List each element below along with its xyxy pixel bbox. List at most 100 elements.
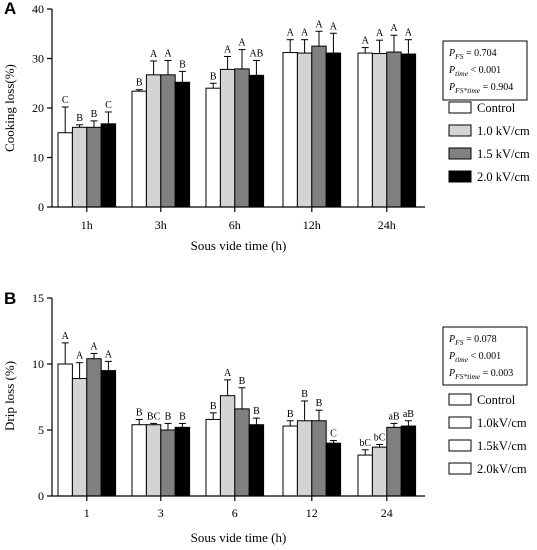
significance-label: bC <box>374 433 386 444</box>
bar <box>100 370 117 497</box>
significance-label: A <box>62 331 70 342</box>
legend-swatch <box>448 462 472 475</box>
bar <box>248 424 265 497</box>
legend-swatch <box>448 124 472 137</box>
significance-label: bC <box>359 438 371 449</box>
significance-label: A <box>301 28 309 39</box>
legend-label: 1.0 kV/cm <box>477 124 530 138</box>
y-tick-label: 0 <box>38 489 44 503</box>
stats-line: PFS*time = 0.904 <box>448 82 513 95</box>
significance-label: aB <box>403 409 414 420</box>
bar <box>71 378 88 497</box>
stats-line: Ptime < 0.001 <box>448 65 501 78</box>
significance-label: A <box>330 21 338 32</box>
significance-label: A <box>90 341 98 352</box>
bar <box>205 418 221 497</box>
y-tick-label: 0 <box>38 200 44 214</box>
significance-label: B <box>76 113 83 124</box>
bar <box>357 52 373 208</box>
significance-label: A <box>390 23 398 34</box>
legend-label: Control <box>477 393 516 407</box>
x-tick-label: 6 <box>232 506 238 520</box>
bar <box>248 74 265 208</box>
bar <box>325 442 342 497</box>
significance-label: B <box>179 59 186 70</box>
significance-label: aB <box>388 411 399 422</box>
x-tick-label: 12h <box>303 218 321 232</box>
x-tick-label: 6h <box>229 218 241 232</box>
y-axis-title: Drip loss (%) <box>2 361 17 431</box>
x-tick-label: 24 <box>381 506 393 520</box>
significance-label: A <box>405 28 413 39</box>
significance-label: B <box>91 109 98 120</box>
legend-label: 2.0 kV/cm <box>477 170 530 184</box>
significance-label: A <box>150 49 158 60</box>
bar <box>311 45 327 208</box>
legend-swatch <box>448 393 472 406</box>
legend-swatch <box>448 101 472 114</box>
y-tick-label: 10 <box>32 151 44 165</box>
stats-line: PFS = 0.078 <box>448 334 497 347</box>
x-axis-title: Sous vide time (h) <box>191 238 287 253</box>
y-tick-label: 40 <box>32 2 44 16</box>
significance-label: B <box>136 78 143 89</box>
significance-label: B <box>165 411 172 422</box>
significance-label: A <box>76 351 84 362</box>
x-tick-label: 3 <box>158 506 164 520</box>
panel-letter: B <box>4 289 16 308</box>
legend-label: 2.0kV/cm <box>477 462 527 476</box>
significance-label: A <box>376 28 384 39</box>
bar <box>282 52 298 208</box>
x-tick-label: 24h <box>378 218 396 232</box>
bar <box>131 424 147 497</box>
x-axis-title: Sous vide time (h) <box>191 530 287 545</box>
y-tick-label: 15 <box>32 291 44 305</box>
stats-line: PFS*time = 0.003 <box>448 368 513 381</box>
stats-line: PFS = 0.704 <box>448 48 497 61</box>
significance-label: B <box>179 411 186 422</box>
significance-label: C <box>330 429 337 440</box>
x-tick-label: 1h <box>81 218 93 232</box>
bar <box>57 132 73 208</box>
panel-letter: A <box>4 0 16 18</box>
bar <box>234 68 250 208</box>
y-tick-label: 20 <box>32 101 44 115</box>
significance-label: B <box>136 407 143 418</box>
significance-label: B <box>210 71 217 82</box>
y-tick-label: 10 <box>32 357 44 371</box>
bar <box>282 425 298 497</box>
legend-swatch <box>448 439 472 452</box>
bar <box>296 52 313 208</box>
significance-label: C <box>105 100 112 111</box>
bar <box>160 74 176 208</box>
y-axis-title: Cooking loss(%) <box>2 64 17 152</box>
significance-label: C <box>62 95 69 106</box>
legend-label: 1.5 kV/cm <box>477 147 530 161</box>
bar <box>400 425 417 497</box>
significance-label: A <box>105 349 113 360</box>
bar <box>100 123 117 208</box>
bar <box>160 429 176 497</box>
bar <box>174 426 191 497</box>
significance-label: B <box>316 398 323 409</box>
significance-label: B <box>287 409 294 420</box>
significance-label: B <box>301 389 308 400</box>
significance-label: AB <box>249 48 263 59</box>
bar <box>145 74 162 208</box>
stats-box <box>442 40 528 101</box>
significance-label: A <box>224 368 232 379</box>
bar <box>205 87 221 208</box>
bar <box>400 53 417 208</box>
significance-label: B <box>239 376 246 387</box>
bar <box>57 363 73 497</box>
legend-label: 1.0kV/cm <box>477 416 527 430</box>
bar <box>71 126 88 208</box>
stats-line: Ptime < 0.001 <box>448 351 501 364</box>
stats-box <box>442 326 528 386</box>
bar <box>386 51 402 208</box>
significance-label: A <box>238 38 246 49</box>
bar <box>86 126 102 208</box>
